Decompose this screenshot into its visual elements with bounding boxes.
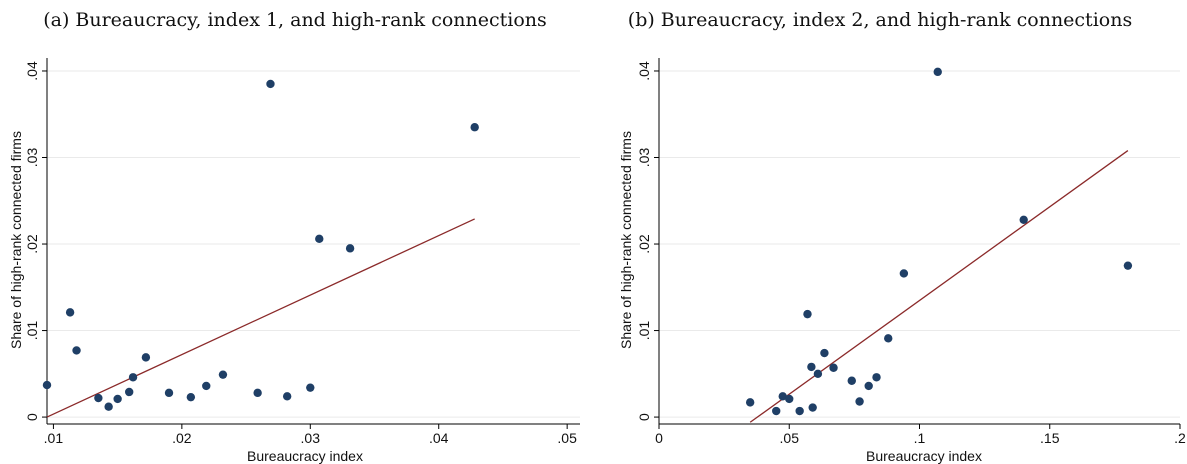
panel-a-title: (a) Bureaucracy, index 1, and high-rank … [43, 9, 547, 31]
panel-b-fitted-line [749, 150, 1129, 423]
panel-a-data-point [124, 387, 134, 397]
panel-b-data-point [820, 348, 829, 358]
panel-a-data-point [72, 346, 81, 355]
panel-a-data-point [141, 353, 151, 362]
panel-b-data-point [847, 376, 856, 385]
panel-b-data-point [1019, 215, 1028, 225]
panel-a-y-tick-label: .01 [24, 321, 40, 341]
panel-a-y-tick-label: .02 [24, 234, 40, 254]
panel-b-data-point [745, 398, 755, 407]
panel-b-data-point [803, 309, 812, 319]
panel-a-data-point [345, 244, 355, 253]
panel-b-data-point [808, 403, 817, 412]
panel-a-data-point [470, 123, 479, 132]
panel-b-y-axis-label: Share of high-rank connected firms [618, 131, 634, 349]
panel-a-data-point [306, 383, 315, 392]
panel-b-data-point [933, 67, 942, 77]
panel-b-x-tick-label: 0 [655, 430, 663, 446]
panel-a-x-tick-label: .03 [301, 430, 321, 446]
panel-a-data-point [253, 388, 262, 398]
panel-b-data-point [864, 381, 873, 391]
panel-a-data-point [113, 394, 122, 404]
panel-a-y-tick-label: .03 [24, 148, 40, 168]
panel-b-data-point [813, 369, 823, 379]
panel-a-data-point [94, 393, 103, 403]
panel-b-y-tick-label: .01 [636, 321, 652, 341]
panel-b-data-point [899, 269, 909, 278]
panel-a-data-point [164, 388, 174, 398]
panel-b-y-tick-label: .02 [636, 234, 652, 254]
panel-b-y-tick-label: 0 [636, 413, 652, 421]
panel-a-data-point [218, 370, 228, 379]
panel-b-data-point [785, 394, 794, 404]
panel-a-data-point [186, 392, 196, 402]
panel-a-data-point [266, 79, 275, 89]
panel-a-data-point [104, 402, 113, 411]
panel-a-x-tick-label: .05 [557, 430, 577, 446]
panel-b-y-tick-label: .04 [636, 61, 652, 81]
panel-b-title: (b) Bureaucracy, index 2, and high-rank … [628, 9, 1132, 31]
panel-a-y-tick-label: 0 [24, 413, 40, 421]
panel-b-data-point [1123, 261, 1133, 270]
panel-b-x-tick-label: .1 [914, 430, 926, 446]
panel-a-data-point [65, 308, 75, 317]
panel-b-data-point [778, 392, 787, 401]
panel-a-fitted-line [46, 218, 475, 418]
panel-b-data-point [772, 406, 781, 416]
panel-b-data-point [829, 363, 838, 372]
panel-a-x-tick-label: .01 [44, 430, 64, 446]
panel-a-data-point [315, 234, 324, 244]
panel-b-data-point [807, 362, 816, 372]
panel-a-data-point [128, 373, 138, 382]
panel-a-y-tick-label: .04 [24, 61, 40, 81]
panel-b-x-tick-label: .2 [1174, 430, 1186, 446]
panel-a-x-tick-label: .02 [172, 430, 192, 446]
panel-b-data-point [795, 406, 804, 416]
panel-b-x-tick-label: .15 [1040, 430, 1060, 446]
panel-b-y-tick-label: .03 [636, 148, 652, 168]
panel-a-data-point [282, 392, 292, 401]
panel-b: (b) Bureaucracy, index 2, and high-rank … [618, 9, 1186, 464]
panel-a-y-axis-label: Share of high-rank connected firms [8, 131, 24, 349]
panel-b-data-point [884, 334, 893, 343]
panel-a: (a) Bureaucracy, index 1, and high-rank … [8, 9, 580, 464]
panel-b-data-point [872, 373, 881, 382]
panel-a-data-point [42, 380, 52, 390]
panel-a-data-point [202, 381, 211, 391]
panel-b-x-axis-label: Bureaucracy index [866, 448, 982, 464]
panel-b-x-tick-label: .05 [780, 430, 800, 446]
panel-b-data-point [855, 397, 864, 406]
panel-a-x-axis-label: Bureaucracy index [247, 448, 363, 464]
panel-a-x-tick-label: .04 [429, 430, 449, 446]
